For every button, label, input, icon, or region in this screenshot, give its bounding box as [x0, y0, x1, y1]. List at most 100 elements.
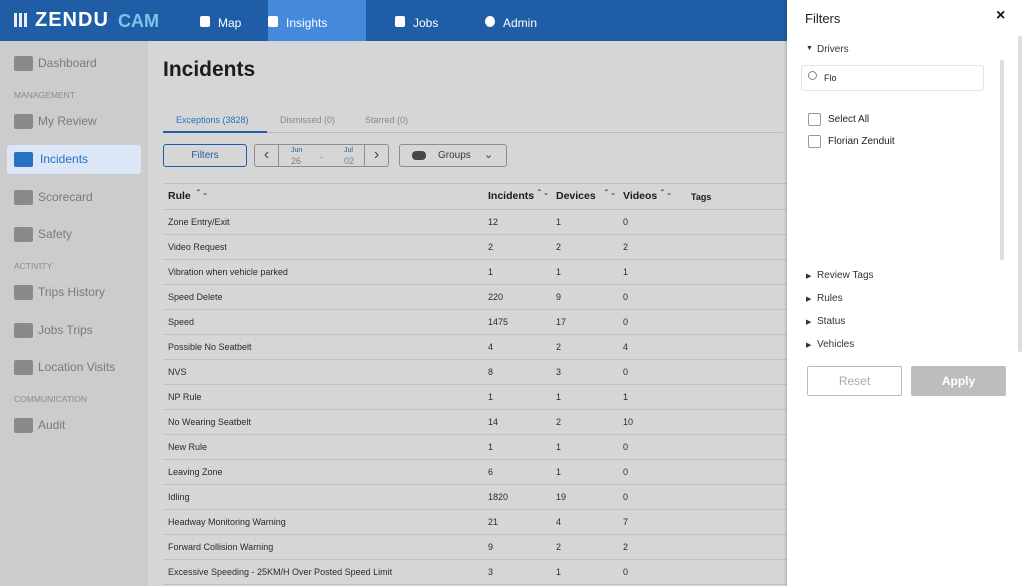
table-cell: 1 [556, 267, 562, 277]
panel-scrollbar [1018, 36, 1022, 352]
sidebar-item[interactable]: Safety [38, 227, 73, 241]
logo-main: ZENDU [35, 9, 109, 31]
table-cell: 4 [623, 342, 629, 352]
table-cell: 9 [556, 292, 562, 302]
sidebar-item[interactable]: Incidents [40, 152, 89, 166]
table-cell: 4 [488, 342, 494, 352]
date-range[interactable]: Jun 26 - Jul 02 [279, 144, 364, 167]
table-cell: 0 [623, 567, 629, 577]
sidebar-item[interactable]: Location Visits [38, 360, 116, 374]
table-row [163, 560, 787, 585]
table-cell: 1 [623, 392, 629, 402]
table-cell: 3 [556, 367, 562, 377]
filter-group[interactable]: Vehicles [817, 339, 855, 350]
sidebar-item[interactable]: Dashboard [38, 56, 97, 70]
table-cell: NP Rule [168, 392, 202, 402]
nav-item[interactable]: Insights [286, 16, 328, 30]
table-cell: 9 [488, 542, 494, 552]
tab[interactable]: Starred (0) [365, 115, 409, 125]
table-row [163, 360, 787, 385]
table-cell: 2 [556, 542, 562, 552]
checkbox-label: Select All [828, 114, 870, 125]
sidebar-item[interactable]: My Review [38, 114, 97, 128]
table-cell: 12 [488, 217, 499, 227]
nav-item[interactable]: Map [218, 16, 242, 30]
table-cell: 2 [623, 242, 629, 252]
table-cell: Possible No Seatbelt [168, 342, 252, 352]
tab[interactable]: Exceptions (3828) [176, 115, 249, 125]
table-cell: Zone Entry/Exit [168, 217, 230, 227]
filter-group[interactable]: Review Tags [817, 270, 874, 281]
table-cell: 14 [488, 417, 499, 427]
sidebar-item[interactable]: Scorecard [38, 190, 93, 204]
nav-item[interactable]: Jobs [413, 16, 439, 30]
checkbox[interactable] [808, 135, 821, 148]
table-cell: 21 [488, 517, 499, 527]
table-cell: Video Request [168, 242, 227, 252]
nav-active-bg [268, 0, 366, 41]
scrollbar [1000, 60, 1004, 260]
filter-panel: Filters × ▼ Drivers Flo Select All Floria… [787, 0, 1024, 586]
table-cell: 220 [488, 292, 504, 302]
column-header[interactable]: Incidents [488, 190, 535, 202]
checkbox[interactable] [808, 113, 821, 126]
driver-search[interactable]: Flo [801, 65, 984, 91]
table-cell: Speed Delete [168, 292, 223, 302]
drivers-label[interactable]: Drivers [817, 44, 849, 55]
table-cell: 1820 [488, 492, 509, 502]
table-cell: 0 [623, 217, 629, 227]
table-cell: 1 [488, 392, 494, 402]
sidebar-heading: ACTIVITY [14, 261, 53, 271]
table-row [163, 460, 787, 485]
nav-icon [395, 16, 405, 27]
sidebar-icon [14, 56, 33, 71]
filters-button[interactable]: Filters [163, 144, 247, 167]
filter-group[interactable]: Rules [817, 293, 843, 304]
nav-icon [485, 16, 495, 27]
table-cell: New Rule [168, 442, 208, 452]
table-cell: 10 [623, 417, 634, 427]
table-cell: Leaving Zone [168, 467, 223, 477]
table-cell: 1 [556, 392, 562, 402]
table-row [163, 310, 787, 335]
table-cell: 19 [556, 492, 567, 502]
from-day: 26 [291, 156, 302, 166]
sidebar-item[interactable]: Audit [38, 418, 66, 432]
nav-item[interactable]: Admin [503, 16, 538, 30]
table-cell: 2 [556, 417, 562, 427]
sidebar-icon [14, 152, 33, 167]
table-row [163, 485, 787, 510]
groups-button[interactable]: Groups ⌄ [399, 144, 507, 167]
table-cell: 7 [623, 517, 629, 527]
table-row [163, 435, 787, 460]
filter-group[interactable]: Status [817, 316, 846, 327]
sidebar [0, 41, 148, 586]
column-header[interactable]: Devices [556, 190, 596, 202]
table-cell: Forward Collision Warning [168, 542, 274, 552]
apply-button[interactable]: Apply [911, 366, 1006, 396]
sidebar-item[interactable]: Trips History [38, 285, 105, 299]
table-cell: 8 [488, 367, 494, 377]
table-row [163, 535, 787, 560]
sort-icon: ⌃⌄ [659, 188, 673, 197]
search-icon [808, 71, 817, 80]
tab[interactable]: Dismissed (0) [280, 115, 336, 125]
date-next[interactable]: › [364, 144, 389, 167]
column-header[interactable]: Rule [168, 190, 191, 202]
table-cell: 1 [556, 442, 562, 452]
reset-button[interactable]: Reset [807, 366, 902, 396]
sidebar-icon [14, 285, 33, 300]
column-header[interactable]: Tags [691, 192, 712, 202]
sidebar-item[interactable]: Jobs Trips [38, 323, 93, 337]
table-cell: 1 [488, 442, 494, 452]
table-cell: 0 [623, 467, 629, 477]
date-prev[interactable]: ‹ [254, 144, 279, 167]
close-button[interactable]: × [996, 7, 1006, 24]
logo-accent: CAM [118, 11, 159, 31]
table-cell: 2 [623, 542, 629, 552]
column-header[interactable]: Videos [623, 190, 658, 202]
table-cell: NVS [168, 367, 187, 377]
sidebar-icon [14, 190, 33, 205]
tab-underline [163, 132, 783, 133]
